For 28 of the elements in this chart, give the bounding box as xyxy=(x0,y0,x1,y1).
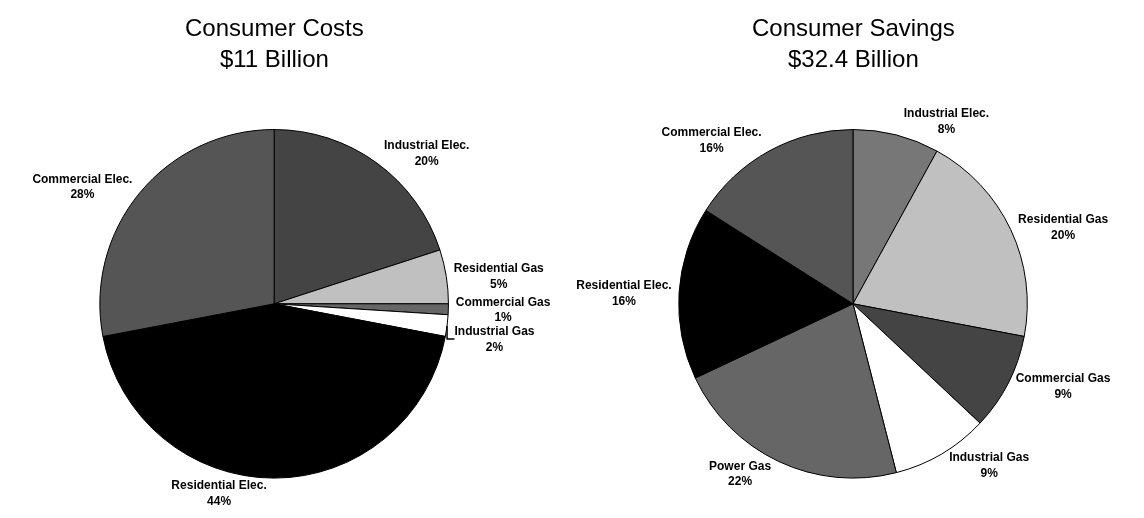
data-label: 28% xyxy=(70,187,95,202)
data-label: 9% xyxy=(1054,386,1073,401)
slice-label: Industrial Elec. xyxy=(383,138,470,153)
data-label: 5% xyxy=(490,276,508,291)
slice-label: Commercial Elec. xyxy=(32,171,133,186)
chart-title: Consumer Costs $11 Billion xyxy=(185,14,364,73)
slice-label: Industrial Gas xyxy=(949,450,1030,465)
data-label: 20% xyxy=(414,153,439,168)
data-label: 9% xyxy=(980,465,999,480)
data-label: 1% xyxy=(494,310,513,325)
slice-label: Residential Gas xyxy=(453,261,545,276)
slice-label: Industrial Elec. xyxy=(903,106,990,121)
data-label: 44% xyxy=(207,493,232,508)
data-label: 8% xyxy=(937,121,956,136)
data-label: 22% xyxy=(728,474,753,489)
data-label: 16% xyxy=(611,293,637,308)
slice-label: Power Gas xyxy=(709,458,772,473)
chart-title: Consumer Savings $32.4 Billion xyxy=(752,14,955,73)
data-label: 16% xyxy=(699,140,724,155)
slice-label: Commercial Gas xyxy=(455,294,551,309)
slice-label: Commercial Elec. xyxy=(661,124,762,139)
slice-label: Residential Elec. xyxy=(576,278,672,293)
data-label: 20% xyxy=(1051,227,1076,242)
data-label: 2% xyxy=(485,339,504,354)
slice-label: Industrial Gas xyxy=(454,324,535,339)
slice-label: Residential Elec. xyxy=(171,478,267,493)
slice-label: Residential Gas xyxy=(1018,212,1109,227)
slice-label: Commercial Gas xyxy=(1015,371,1111,386)
